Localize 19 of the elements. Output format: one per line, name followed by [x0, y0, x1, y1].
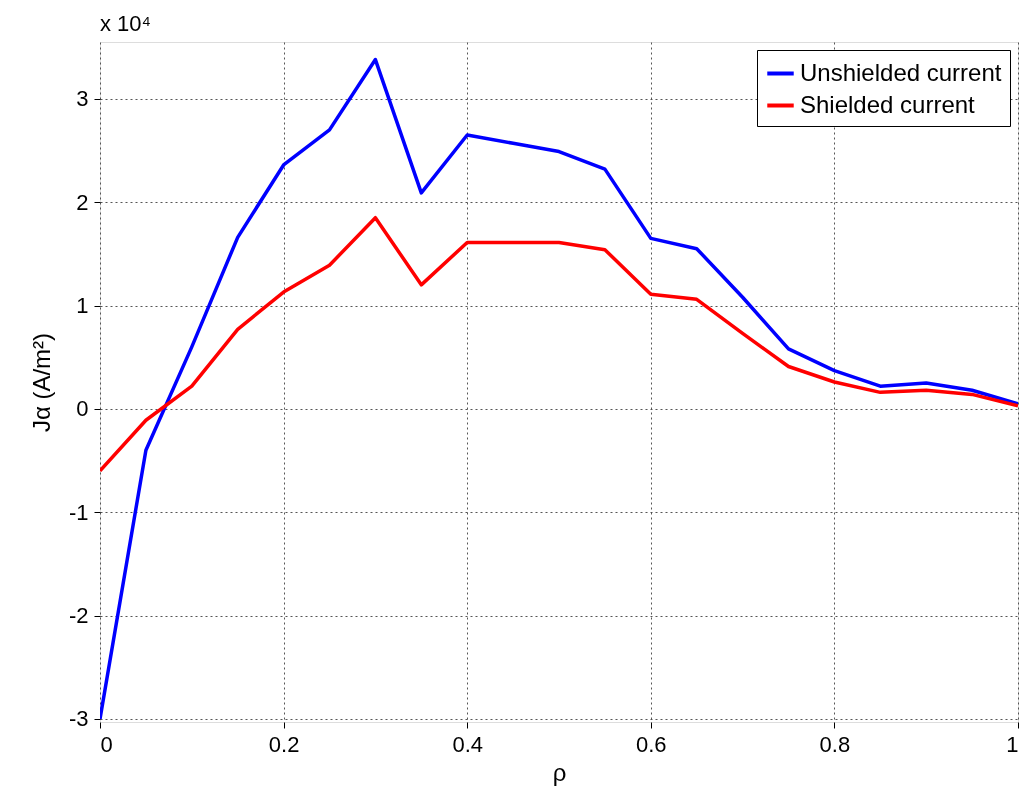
y-axis-title: Jα (A/m²)	[27, 332, 55, 433]
x-axis-title: ρ	[552, 758, 567, 786]
x-tick-label: 0.2	[268, 731, 300, 757]
legend-label: Unshielded current	[800, 58, 1002, 86]
x-tick-label: 0.8	[819, 731, 851, 757]
y-tick-label: 2	[76, 189, 89, 215]
y-tick-label: 0	[76, 396, 89, 422]
legend-label: Shielded current	[800, 90, 976, 118]
line-series	[100, 215, 1018, 473]
text: x 10⁴	[100, 11, 152, 36]
x-tick-label: 1	[1006, 731, 1019, 757]
x-tick-label: 0	[100, 731, 113, 757]
x-tick-label: 0.6	[636, 731, 667, 757]
y-tick-label: -2	[68, 603, 89, 629]
x-tick-label: 0.4	[452, 731, 483, 757]
y-tick-label: 3	[76, 86, 89, 112]
y-tick-label: 1	[76, 293, 89, 319]
y-tick-label: -1	[68, 499, 89, 525]
y-tick-label: -3	[68, 706, 89, 732]
